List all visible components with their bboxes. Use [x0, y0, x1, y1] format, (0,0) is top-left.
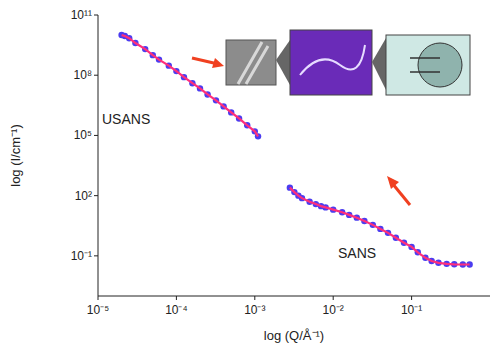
sem-image [226, 40, 276, 85]
x-tick [333, 296, 334, 300]
arrow-head [212, 58, 224, 68]
plot-area [118, 32, 472, 268]
fiber-tubes [410, 58, 440, 72]
zoom-wedge [372, 38, 386, 90]
series-label: USANS [102, 111, 150, 127]
x-tick-label: 10⁻⁵ [87, 303, 109, 317]
arrow-head [387, 176, 399, 189]
x-axis-line [98, 296, 490, 297]
fit-line [290, 188, 470, 265]
x-tick [411, 296, 412, 300]
x-tick [98, 296, 99, 300]
arrow [392, 183, 410, 205]
y-tick [94, 15, 98, 16]
series-label: SANS [338, 245, 376, 261]
inset-images [192, 30, 470, 205]
x-tick [176, 296, 177, 300]
y-tick [94, 135, 98, 136]
y-tick-label: 10² [75, 189, 92, 203]
y-axis-line [98, 15, 99, 296]
y-tick-label: 10⁻¹ [71, 249, 92, 263]
y-tick-label: 10⁸ [74, 68, 92, 82]
x-tick-label: 10⁻⁴ [165, 303, 188, 317]
fiber-bundle-image [386, 35, 470, 95]
chart: 10⁻⁵ 10⁻⁴ 10⁻³ 10⁻² 10⁻¹ 10⁻¹ 10² 10⁵ 10⁸ 10¹¹ log… [0, 0, 500, 352]
x-axis-label: log (Q/Å⁻¹) [264, 328, 324, 343]
fluorescence-fiber [300, 45, 365, 75]
x-tick [254, 296, 255, 300]
y-tick-label: 10⁵ [74, 128, 92, 142]
x-tick-label: 10⁻¹ [401, 303, 422, 317]
y-tick-label: 10¹¹ [71, 8, 92, 22]
fluorescence-image [290, 30, 372, 95]
fiber-bundle [418, 43, 462, 87]
sem-fiber [238, 42, 268, 84]
x-tick-label: 10⁻² [323, 303, 344, 317]
y-tick [94, 255, 98, 256]
y-axis-label: log (I/cm⁻¹) [8, 124, 23, 187]
y-tick [94, 195, 98, 196]
x-tick-label: 10⁻³ [244, 303, 265, 317]
y-tick [94, 75, 98, 76]
zoom-wedge [276, 40, 290, 85]
